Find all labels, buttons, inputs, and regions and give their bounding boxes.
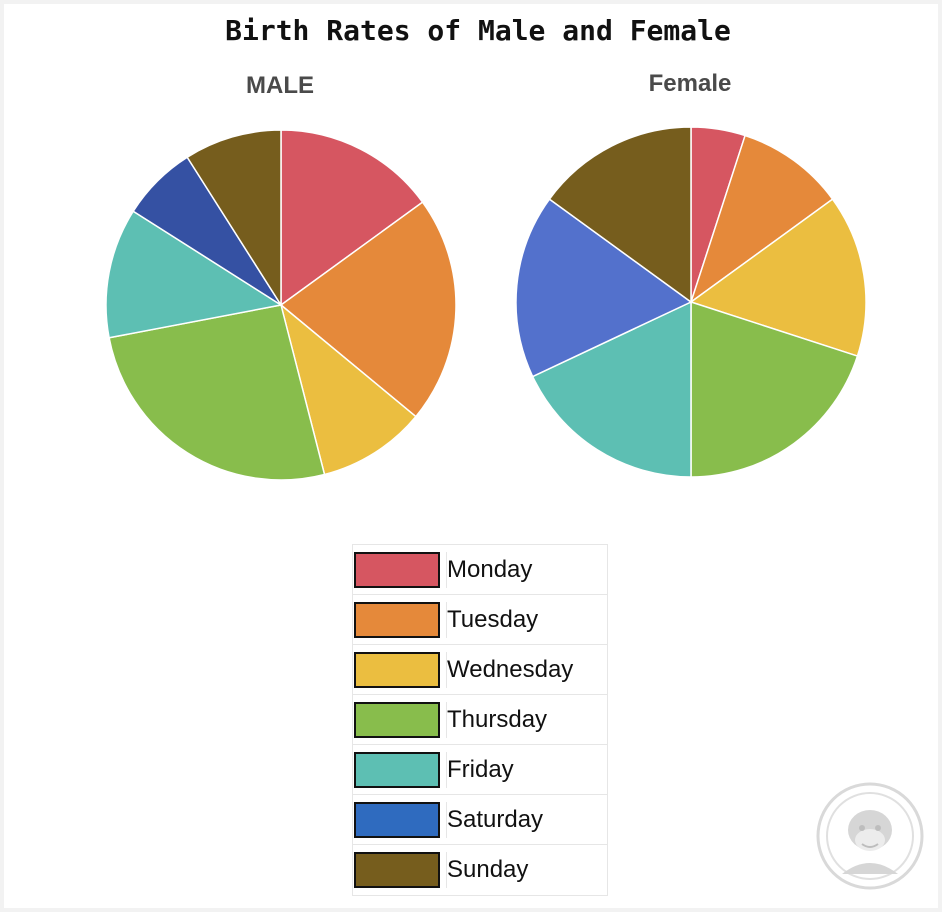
legend-item-friday: Friday: [353, 745, 607, 795]
pie-slice-wednesday: [689, 198, 867, 358]
gorilla-avatar-icon: [816, 782, 924, 890]
legend-item-saturday: Saturday: [353, 795, 607, 845]
legend-item-monday: Monday: [353, 545, 607, 595]
legend-label: Saturday: [446, 801, 607, 838]
legend-label: Thursday: [446, 701, 607, 738]
pie-slice-monday: [280, 129, 424, 307]
legend-label: Wednesday: [446, 651, 607, 688]
legend-swatch: [354, 601, 440, 638]
legend-swatch: [354, 551, 440, 588]
pie-slice-friday: [105, 210, 284, 339]
legend-label: Friday: [446, 751, 607, 788]
pie-slice-thursday: [108, 304, 326, 481]
male-pie-chart: [105, 129, 457, 481]
legend-label: Monday: [446, 551, 607, 588]
chart-title: Birth Rates of Male and Female: [225, 14, 731, 47]
legend-label: Tuesday: [446, 601, 607, 638]
legend-swatch: [354, 701, 440, 738]
female-pie-chart: [515, 126, 867, 478]
pie-slice-sunday: [548, 126, 692, 304]
pie-slice-friday: [531, 300, 692, 478]
pie-slice-thursday: [690, 300, 859, 478]
legend-label: Sunday: [446, 852, 607, 888]
legend-item-wednesday: Wednesday: [353, 645, 607, 695]
legend-item-sunday: Sunday: [353, 845, 607, 895]
legend-item-thursday: Thursday: [353, 695, 607, 745]
pie-slice-sunday: [186, 129, 282, 308]
legend-swatch: [354, 651, 440, 688]
legend-item-tuesday: Tuesday: [353, 595, 607, 645]
legend: Monday Tuesday Wednesday Thursday Friday…: [352, 544, 608, 896]
female-pie-title: Female: [648, 70, 732, 97]
male-pie-title: MALE: [246, 72, 314, 99]
legend-swatch: [354, 852, 440, 888]
legend-swatch: [354, 801, 440, 838]
pie-slice-wednesday: [279, 302, 417, 476]
legend-swatch: [354, 751, 440, 788]
pie-slice-tuesday: [279, 201, 457, 418]
pie-slice-tuesday: [689, 134, 834, 304]
pie-slice-saturday: [515, 198, 693, 378]
